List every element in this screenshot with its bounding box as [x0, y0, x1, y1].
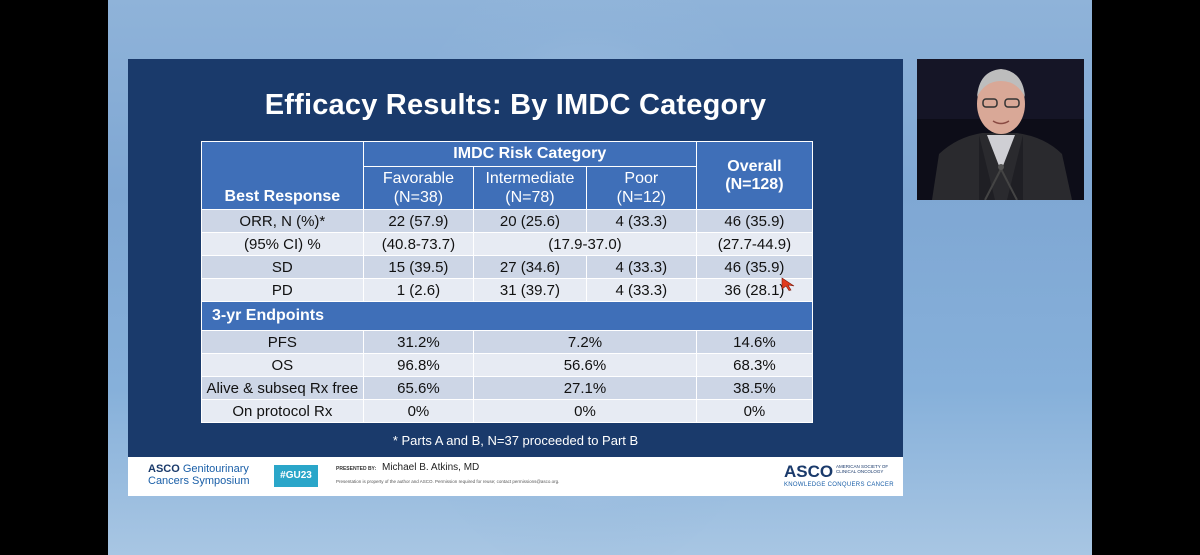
- intermediate-label: Intermediate: [485, 170, 575, 187]
- asco-wordmark: ASCO: [148, 463, 180, 475]
- cell: 0%: [362, 399, 475, 423]
- presentation-slide: Efficacy Results: By IMDC Category Best …: [128, 59, 903, 496]
- presenter-name: Michael B. Atkins, MD: [382, 462, 480, 473]
- poor-header: Poor (N=12): [585, 166, 697, 210]
- cell: 4 (33.3): [585, 209, 697, 233]
- overall-label: Overall: [727, 157, 782, 175]
- imdc-group-header: IMDC Risk Category: [362, 141, 697, 167]
- cell: 14.6%: [695, 330, 814, 354]
- cell: 0%: [695, 399, 814, 423]
- row-label: On protocol Rx: [201, 399, 364, 423]
- table-row: On protocol Rx 0% 0% 0%: [201, 399, 814, 423]
- row-label: PFS: [201, 330, 364, 354]
- slide-footer: ASCO Genitourinary Cancers Symposium #GU…: [128, 457, 903, 496]
- cell: 4 (33.3): [585, 278, 697, 302]
- row-label: PD: [201, 278, 364, 302]
- footnote: * Parts A and B, N=37 proceeded to Part …: [392, 433, 639, 448]
- intermediate-n: (N=78): [505, 189, 555, 206]
- cell: 4 (33.3): [585, 255, 697, 279]
- cell: 68.3%: [695, 353, 814, 377]
- section-row: 3-yr Endpoints: [201, 301, 813, 331]
- cell: 15 (39.5): [362, 255, 475, 279]
- disclaimer-text: Presentation is property of the author a…: [336, 479, 560, 484]
- pointer-cursor-icon: [781, 277, 795, 291]
- cell: (17.9-37.0): [473, 232, 697, 256]
- cell: 27.1%: [473, 376, 697, 400]
- cell: 65.6%: [362, 376, 475, 400]
- asco-logo: ASCO: [784, 462, 834, 481]
- cell: 31.2%: [362, 330, 475, 354]
- cell: 36 (28.1): [695, 278, 814, 302]
- table-row: OS 96.8% 56.6% 68.3%: [201, 353, 814, 377]
- speaker-video: [917, 59, 1084, 200]
- cell: 38.5%: [695, 376, 814, 400]
- table-row: PFS 31.2% 7.2% 14.6%: [201, 330, 814, 354]
- cell: (27.7-44.9): [695, 232, 814, 256]
- speaker-image: [917, 59, 1084, 200]
- poor-label: Poor: [624, 170, 659, 187]
- table-row: ORR, N (%)* 22 (57.9) 20 (25.6) 4 (33.3)…: [201, 209, 814, 233]
- asco-tagline: KNOWLEDGE CONQUERS CANCER: [784, 482, 894, 488]
- row-label: ORR, N (%)*: [201, 209, 364, 233]
- cell: 0%: [473, 399, 697, 423]
- intermediate-header: Intermediate (N=78): [473, 166, 587, 210]
- asco-logo-subtitle: AMERICAN SOCIETY OF CLINICAL ONCOLOGY: [836, 464, 889, 474]
- cell: 46 (35.9): [695, 209, 814, 233]
- meeting-logo: ASCO Genitourinary Cancers Symposium: [148, 463, 249, 487]
- meeting-line2: Cancers Symposium: [148, 475, 250, 487]
- favorable-label: Favorable: [382, 170, 454, 187]
- cell: 22 (57.9): [362, 209, 475, 233]
- cell: 96.8%: [362, 353, 475, 377]
- table-row: PD 1 (2.6) 31 (39.7) 4 (33.3) 36 (28.1): [201, 278, 814, 302]
- slide-title: Efficacy Results: By IMDC Category: [264, 89, 767, 121]
- meeting-line1: Genitourinary: [182, 463, 249, 475]
- table-row: SD 15 (39.5) 27 (34.6) 4 (33.3) 46 (35.9…: [201, 255, 814, 279]
- row-label: OS: [201, 353, 364, 377]
- cell: 7.2%: [473, 330, 697, 354]
- cell: 56.6%: [473, 353, 697, 377]
- cell: 27 (34.6): [473, 255, 587, 279]
- favorable-n: (N=38): [393, 189, 444, 206]
- cell: 31 (39.7): [473, 278, 587, 302]
- hashtag-badge: #GU23: [274, 465, 318, 487]
- cell: 1 (2.6): [362, 278, 475, 302]
- best-response-header: Best Response: [201, 141, 364, 210]
- poor-n: (N=12): [616, 189, 666, 206]
- row-label: (95% CI) %: [201, 232, 364, 256]
- table-row: (95% CI) % (40.8-73.7) (17.9-37.0) (27.7…: [201, 232, 814, 256]
- presented-by-label: PRESENTED BY:: [336, 466, 377, 472]
- cell: (40.8-73.7): [362, 232, 475, 256]
- cell: 46 (35.9): [695, 255, 814, 279]
- overall-header: Overall (N=128): [695, 141, 814, 210]
- row-label: SD: [201, 255, 364, 279]
- row-label: Alive & subseq Rx free: [201, 376, 364, 400]
- table-row: Alive & subseq Rx free 65.6% 27.1% 38.5%: [201, 376, 814, 400]
- cell: 20 (25.6): [473, 209, 587, 233]
- favorable-header: Favorable (N=38): [362, 166, 475, 210]
- overall-n: (N=128): [725, 175, 784, 193]
- efficacy-table: Best Response IMDC Risk Category Overall…: [201, 141, 814, 423]
- section-header: 3-yr Endpoints: [201, 301, 813, 331]
